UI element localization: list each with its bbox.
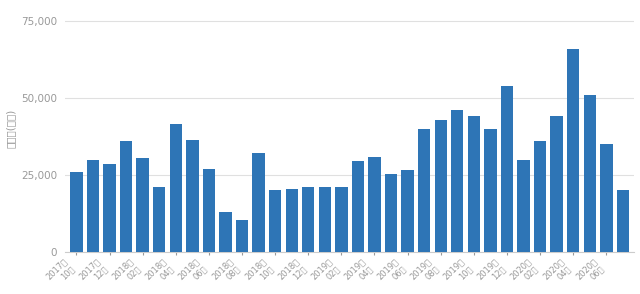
Bar [153, 187, 166, 252]
Bar [285, 189, 298, 252]
Bar [220, 212, 232, 252]
Bar [567, 49, 579, 252]
Bar [550, 116, 563, 252]
Bar [401, 171, 414, 252]
Bar [104, 164, 116, 252]
Y-axis label: 거래량(건수): 거래량(건수) [6, 109, 15, 148]
Bar [203, 169, 215, 252]
Bar [534, 141, 547, 252]
Bar [385, 173, 397, 252]
Bar [120, 141, 132, 252]
Bar [252, 153, 265, 252]
Bar [500, 86, 513, 252]
Bar [584, 95, 596, 252]
Bar [136, 158, 149, 252]
Bar [451, 110, 463, 252]
Bar [368, 157, 381, 252]
Bar [335, 187, 348, 252]
Bar [302, 187, 314, 252]
Bar [319, 187, 331, 252]
Bar [517, 160, 530, 252]
Bar [87, 160, 99, 252]
Bar [600, 144, 612, 252]
Bar [352, 161, 364, 252]
Bar [186, 140, 198, 252]
Bar [269, 191, 282, 252]
Bar [484, 129, 497, 252]
Bar [468, 116, 480, 252]
Bar [617, 191, 629, 252]
Bar [418, 129, 430, 252]
Bar [170, 124, 182, 252]
Bar [236, 220, 248, 252]
Bar [435, 120, 447, 252]
Bar [70, 172, 83, 252]
